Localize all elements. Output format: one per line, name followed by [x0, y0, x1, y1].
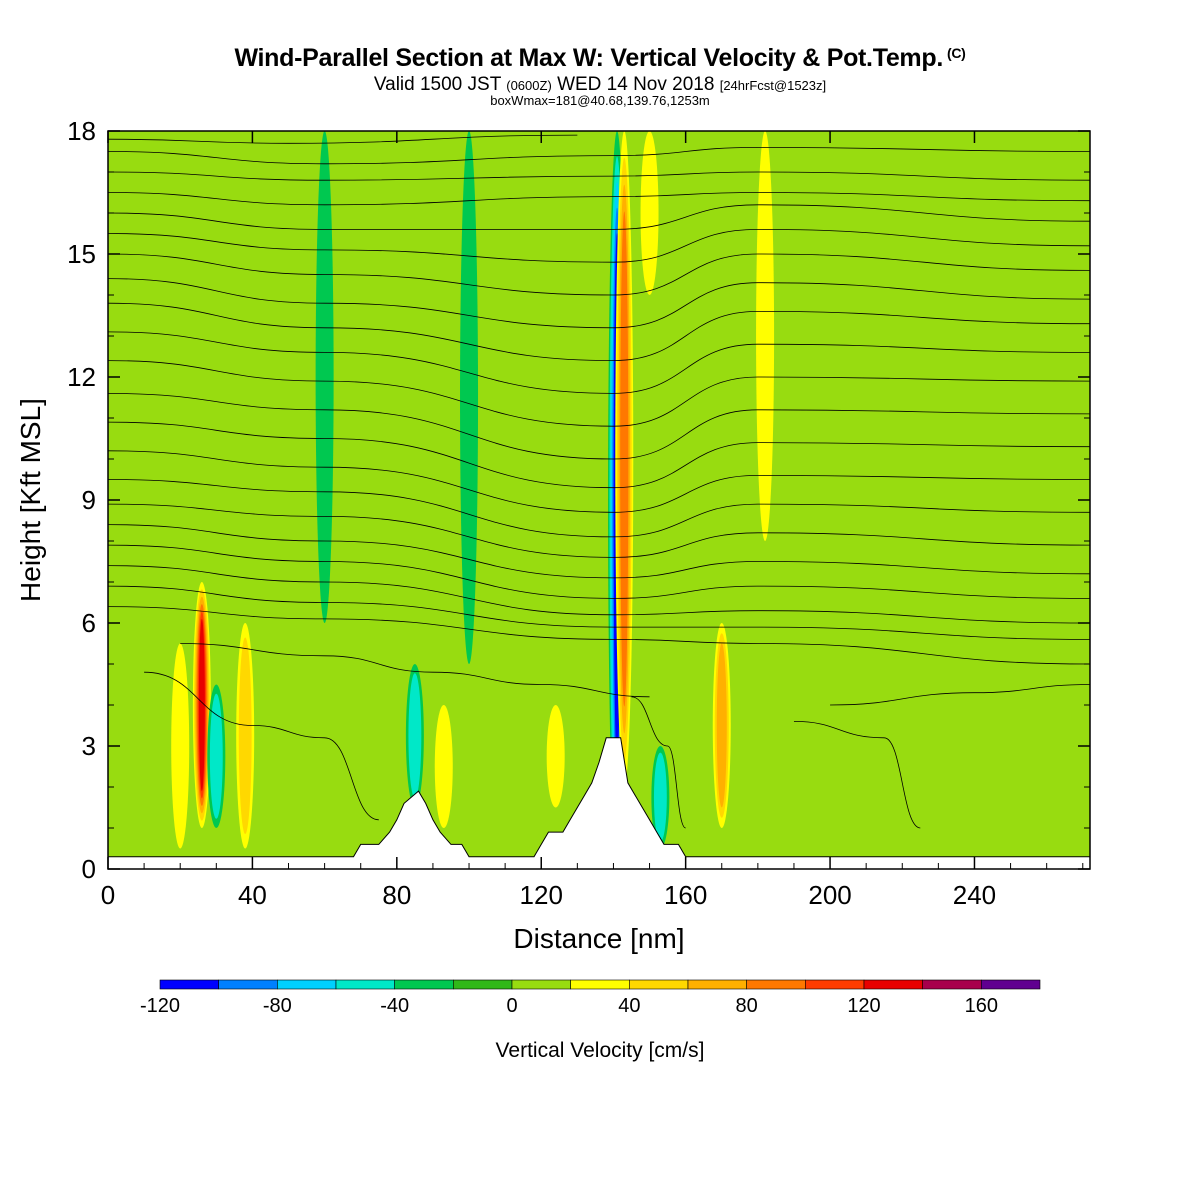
- isentrope-line: [108, 134, 578, 144]
- isentrope-line: [108, 393, 1090, 460]
- colorbar-tick-label: -40: [380, 995, 409, 1017]
- terrain-profile: [108, 737, 1090, 869]
- isentrope-line: [108, 544, 1090, 599]
- y-tick-label: 3: [82, 731, 96, 761]
- isentrope-line: [108, 606, 1090, 665]
- valid-utc: (0600Z): [506, 78, 552, 93]
- x-tick-label: 160: [664, 880, 707, 910]
- copyright-mark: (C): [946, 45, 966, 61]
- velocity-cell: [199, 626, 204, 784]
- isentrope-line: [108, 302, 1090, 362]
- isentrope-line: [108, 146, 1090, 165]
- valid-prefix: Valid 1500 JST: [373, 74, 501, 95]
- field-background: [108, 131, 1090, 869]
- isentrope-line: [108, 565, 1090, 624]
- isentrope-line: [108, 278, 1090, 329]
- colorbar-tick-label: -80: [263, 995, 292, 1017]
- colorbar-tick-label: 160: [965, 995, 998, 1017]
- colorbar-swatch: [394, 979, 454, 990]
- colorbar-swatch: [922, 979, 982, 990]
- isentrope-line: [108, 503, 1090, 558]
- isentrope-line: [108, 524, 1090, 579]
- isentrope-line: [108, 253, 1090, 296]
- velocity-cell: [463, 178, 475, 617]
- y-tick-label: 15: [67, 239, 96, 269]
- isentrope-line: [793, 721, 921, 829]
- colorbar-tick-label: 120: [847, 995, 880, 1017]
- velocity-cell: [644, 145, 655, 281]
- isentrope-line: [108, 479, 1090, 538]
- colorbar-swatch: [805, 979, 865, 990]
- colorbar-swatch: [453, 979, 513, 990]
- y-axis: 0 3 6 9 12 15 18: [67, 116, 1090, 884]
- x-tick-label: 0: [101, 880, 115, 910]
- velocity-cell: [718, 653, 725, 798]
- isentrope-line: [180, 643, 650, 698]
- terrain-fill: [108, 737, 1090, 869]
- isentrope-line: [108, 192, 1090, 206]
- colorbar-swatch: [277, 979, 337, 990]
- forecast-info: [24hrFcst@1523z]: [719, 78, 827, 93]
- colorbar-tick-label: 80: [736, 995, 758, 1017]
- colorbar-tick-label: 0: [506, 995, 517, 1017]
- colorbar-swatch: [687, 979, 747, 990]
- valid-date: WED 14 Nov 2018: [557, 74, 715, 95]
- colorbar-tick-label: -120: [140, 995, 180, 1017]
- y-axis-title: Height [Kft MSL]: [15, 398, 46, 602]
- potential-temperature-contours: [108, 134, 1090, 829]
- isentrope-line: [108, 204, 1090, 230]
- y-tick-label: 9: [82, 485, 96, 515]
- colorbar-swatch: [335, 979, 395, 990]
- colorbar-swatch: [981, 979, 1041, 990]
- colorbar-swatch: [218, 979, 278, 990]
- velocity-cell: [212, 702, 221, 810]
- vertical-velocity-field: [108, 131, 1090, 869]
- title-text: Wind-Parallel Section at Max W: Vertical…: [234, 44, 943, 72]
- colorbar-swatch: [629, 979, 689, 990]
- velocity-cell: [174, 661, 186, 831]
- colorbar-swatch: [863, 979, 923, 990]
- isentrope-line: [108, 360, 1090, 427]
- colorbar-tick-label: 40: [618, 995, 640, 1017]
- chart-subtitle: Valid 1500 JST (0600Z) WED 14 Nov 2018 […: [0, 74, 1200, 96]
- colorbar: -120 -80 -40 0 40 80 120 160: [140, 979, 1041, 1017]
- isentrope-line: [830, 684, 1090, 706]
- x-tick-label: 240: [953, 880, 996, 910]
- velocity-cell: [947, 295, 966, 746]
- velocity-cell: [411, 682, 419, 790]
- x-tick-label: 120: [520, 880, 563, 910]
- x-tick-label: 80: [382, 880, 411, 910]
- velocity-cell: [319, 175, 331, 579]
- y-tick-label: 6: [82, 608, 96, 638]
- velocity-cell: [550, 714, 562, 799]
- velocity-cell: [759, 167, 771, 505]
- x-tick-label: 40: [238, 880, 267, 910]
- colorbar-title: Vertical Velocity [cm/s]: [496, 1039, 705, 1062]
- velocity-cell: [438, 716, 450, 817]
- velocity-cell: [241, 651, 250, 820]
- isentrope-line: [108, 450, 1090, 513]
- colorbar-swatch: [570, 979, 630, 990]
- y-tick-label: 18: [67, 116, 96, 146]
- x-axis: 0 40 80 120 160 200 240: [101, 131, 1084, 910]
- isentrope-line: [108, 421, 1090, 489]
- isentrope-line: [108, 331, 1090, 394]
- chart-title: Wind-Parallel Section at Max W: Vertical…: [0, 44, 1200, 73]
- box-info: boxWmax=181@40.68,139.76,1253m: [490, 93, 710, 108]
- colorbar-swatch: [159, 979, 219, 990]
- x-axis-title: Distance [nm]: [513, 923, 684, 954]
- isentrope-line: [144, 671, 379, 821]
- isentrope-line: [108, 228, 1090, 263]
- isentrope-line: [631, 696, 687, 829]
- isentrope-line: [108, 171, 1090, 181]
- colorbar-swatch: [746, 979, 806, 990]
- y-tick-label: 12: [67, 362, 96, 392]
- y-tick-label: 0: [82, 854, 96, 884]
- velocity-cell: [621, 238, 627, 680]
- x-tick-label: 200: [808, 880, 851, 910]
- isentrope-line: [108, 585, 1090, 640]
- colorbar-swatch: [511, 979, 571, 990]
- velocity-cell: [656, 759, 665, 836]
